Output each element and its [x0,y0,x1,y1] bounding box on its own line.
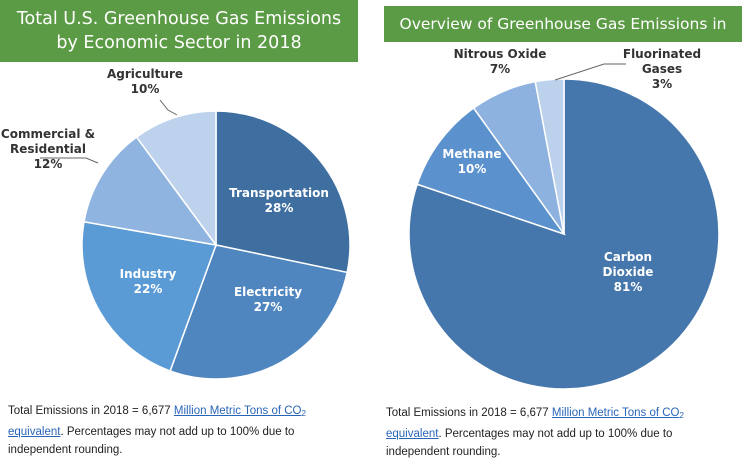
slice-value-nitrous-oxide: 7% [490,62,510,76]
leader-line-agriculture [159,99,178,116]
slice-value-fluorinated-gases: 3% [652,77,672,91]
equivalent-link[interactable]: equivalent [386,428,439,440]
slice-label-transportation: Transportation 28% [229,186,329,215]
leader-line-fluorinated-gases [554,63,626,81]
pie-labels: Transportation 28% Electricity 27% Industry 2… [1,67,329,314]
sector-pie-chart: Transportation 28% Electricity 27% Industry 2… [1,67,351,380]
pie-slice-commercial-and-residential [83,136,218,247]
slice-label-methane: Methane 10% [442,147,501,176]
pie-slice-transportation [215,110,351,274]
slice-label-nitrous-oxide: Nitrous Oxide 7% [454,47,547,76]
slice-label-fluorinated-gases: Fluorinated Gases 3% [623,47,701,91]
right-footnote: Total Emissions in 2018 = 6,677 Million … [386,404,716,461]
leader-line-commercial-and-residential [40,157,99,164]
slice-value-commercial-and-residential: 12% [34,157,63,171]
pie-slices [81,110,351,380]
slice-label-agriculture: Agriculture 10% [107,67,183,96]
footnote-text: Total Emissions in 2018 = 6,677 [8,405,174,417]
pie-slices [408,78,720,390]
equivalent-link[interactable]: equivalent [8,426,61,438]
slice-value-carbon-dioxide: 81% [614,280,643,294]
slice-label-electricity: Electricity 27% [234,285,302,314]
slice-label-industry: Industry 22% [120,267,177,296]
slice-value-industry: 22% [134,282,163,296]
slice-label-carbon-dioxide: Carbon Dioxide 81% [603,250,654,294]
gas-pie-chart: Carbon Dioxide 81% Methane 10% Nitrous Oxide 7… [408,47,720,390]
pie-slice-agriculture [135,110,217,248]
footnote-text-after: . Percentages may not add up to 100% due… [8,426,295,456]
footnote-text-after: . Percentages may not add up to 100% due… [386,428,673,458]
left-title-line2: by Economic Sector in 2018 [56,33,302,53]
pie-slice-industry [81,220,218,372]
slice-value-electricity: 27% [254,300,283,314]
pie-slice-fluorinated-gases [534,78,565,235]
pie-slice-carbon-dioxide [408,78,720,390]
slice-value-agriculture: 10% [131,82,160,96]
footnote-text: Total Emissions in 2018 = 6,677 [386,407,552,419]
slice-label-commercial-and-residential: Commercial & Residential 12% [1,127,95,171]
slice-value-methane: 10% [458,162,487,176]
left-title-line1: Total U.S. Greenhouse Gas Emissions [16,9,342,29]
slice-value-transportation: 28% [265,201,294,215]
units-link[interactable]: Million Metric Tons of CO2 [173,405,306,418]
units-link[interactable]: Million Metric Tons of CO2 [551,407,684,420]
left-footnote: Total Emissions in 2018 = 6,677 Million … [8,402,338,459]
pie-slice-electricity [169,244,349,380]
left-chart-title: Total U.S. Greenhouse Gas Emissions by E… [0,0,358,62]
pie-labels: Carbon Dioxide 81% Methane 10% Nitrous Oxide 7… [442,47,701,294]
right-chart-title: Overview of Greenhouse Gas Emissions in … [384,6,742,69]
pie-slice-methane [416,106,566,236]
